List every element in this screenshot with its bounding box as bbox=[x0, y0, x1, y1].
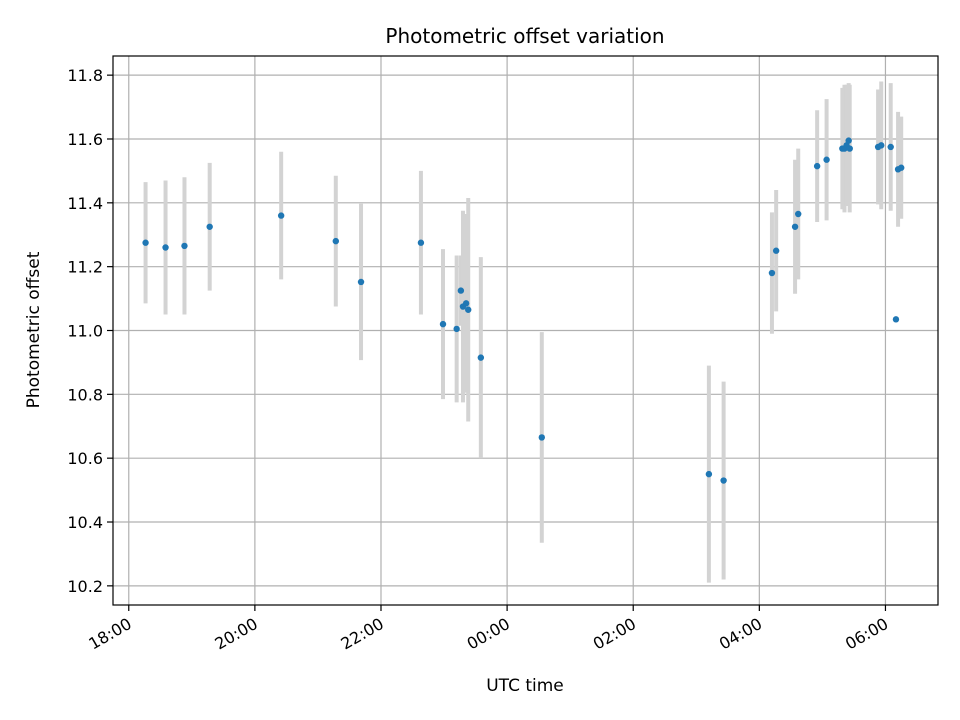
data-point bbox=[772, 247, 780, 254]
data-point bbox=[898, 164, 905, 171]
data-point bbox=[357, 278, 365, 286]
data-point bbox=[277, 212, 285, 219]
data-point bbox=[887, 143, 894, 151]
data-point bbox=[823, 156, 830, 163]
data-point bbox=[142, 239, 149, 246]
gridlines bbox=[113, 56, 938, 605]
y-tick-label: 11.8 bbox=[67, 66, 103, 85]
data-point bbox=[795, 210, 802, 218]
y-tick-label: 10.6 bbox=[67, 449, 103, 468]
data-point bbox=[181, 242, 188, 250]
data-point bbox=[162, 244, 169, 251]
data-point bbox=[439, 320, 447, 328]
data-point bbox=[892, 316, 900, 323]
data-point bbox=[846, 145, 853, 152]
y-tick-label: 11.0 bbox=[67, 322, 103, 341]
data-point bbox=[206, 223, 213, 230]
x-axis-label: UTC time bbox=[486, 676, 564, 696]
chart-title: Photometric offset variation bbox=[385, 24, 664, 48]
data-point bbox=[813, 162, 821, 170]
y-axis-label: Photometric offset bbox=[24, 251, 44, 408]
data-point bbox=[462, 300, 470, 307]
data-point bbox=[417, 239, 425, 246]
y-tick-label: 11.4 bbox=[67, 194, 103, 213]
data-points bbox=[142, 137, 905, 484]
data-point bbox=[720, 477, 727, 484]
data-point bbox=[768, 269, 776, 277]
y-tick-label: 10.2 bbox=[67, 577, 103, 596]
data-point bbox=[845, 137, 852, 144]
data-point bbox=[878, 142, 885, 149]
data-point bbox=[465, 306, 472, 313]
data-point bbox=[332, 237, 340, 245]
y-tick-label: 11.6 bbox=[67, 130, 103, 149]
data-point bbox=[538, 434, 545, 441]
y-tick-label: 10.8 bbox=[67, 385, 103, 404]
data-point bbox=[457, 287, 465, 294]
data-point bbox=[791, 223, 799, 230]
data-point bbox=[453, 325, 460, 333]
y-axis-ticks: 10.2 10.4 10.6 10.8 11.0 11.2 11.4 11.6 11.8 bbox=[67, 66, 113, 596]
y-tick-label: 11.2 bbox=[67, 258, 103, 277]
data-point bbox=[477, 354, 485, 361]
y-tick-label: 10.4 bbox=[67, 513, 103, 532]
data-point bbox=[705, 470, 713, 478]
